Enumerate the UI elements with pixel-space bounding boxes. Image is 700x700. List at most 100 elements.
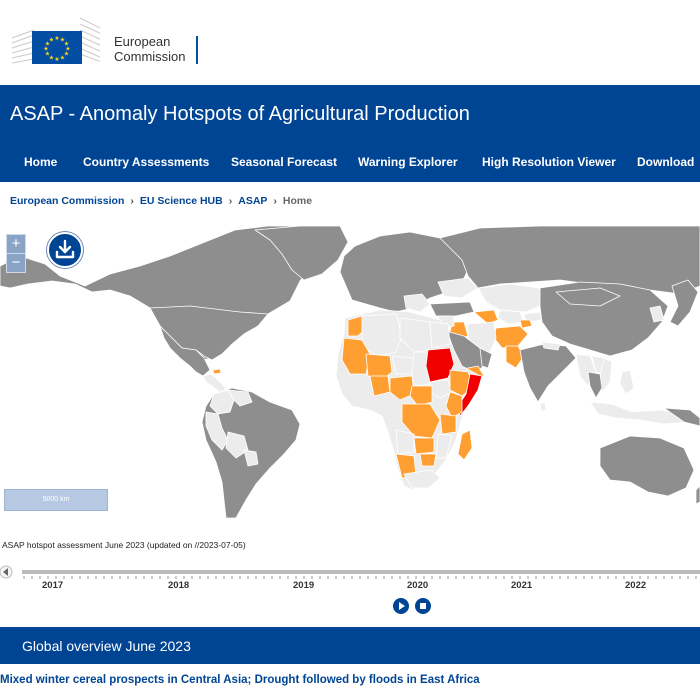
stop-button[interactable] <box>415 598 431 614</box>
play-button[interactable] <box>393 598 409 614</box>
map-thailand <box>587 371 603 399</box>
year-2020[interactable]: 2020 <box>407 580 429 591</box>
hotspot-world-map[interactable]: + − <box>0 226 700 518</box>
svg-text:★: ★ <box>64 51 69 58</box>
svg-text:★: ★ <box>54 35 59 42</box>
assessment-label: ASAP hotspot assessment June 2023 (updat… <box>2 540 246 550</box>
breadcrumb-asap[interactable]: ASAP <box>238 195 268 207</box>
map-mozambique <box>435 433 453 459</box>
map-uzbekistan <box>497 309 525 325</box>
map-japan <box>669 279 699 327</box>
map-kazakhstan <box>477 283 545 313</box>
svg-text:★: ★ <box>65 46 70 53</box>
map-oman <box>479 347 493 369</box>
scale-label: 5000 km <box>42 496 70 503</box>
overview-title: Global overview June 2023 <box>22 638 191 654</box>
breadcrumb-chevron-icon: › <box>273 195 277 207</box>
play-icon <box>399 602 405 610</box>
map-philippines <box>619 369 635 395</box>
map-peru <box>205 411 229 451</box>
map-western-sahara-mauritania <box>341 337 371 375</box>
svg-text:★: ★ <box>60 55 65 62</box>
timeline-slider[interactable]: 2017 2018 2019 2020 2021 2022 <box>0 563 700 593</box>
download-map-button[interactable] <box>47 232 83 268</box>
map-chad <box>411 351 431 387</box>
map-ukraine <box>437 277 479 299</box>
map-iran-north <box>473 309 499 325</box>
svg-text:★: ★ <box>49 55 54 62</box>
map-afghanistan <box>493 325 529 349</box>
map-mongolia <box>555 287 621 307</box>
year-2017[interactable]: 2017 <box>42 580 64 591</box>
year-2019[interactable]: 2019 <box>293 580 315 591</box>
map-usa <box>149 305 269 361</box>
nav-warning-explorer[interactable]: Warning Explorer <box>358 155 458 169</box>
breadcrumb-european-commission[interactable]: European Commission <box>10 195 125 207</box>
minus-icon: − <box>11 254 21 271</box>
site-title[interactable]: ASAP - Anomaly Hotspots of Agricultural … <box>10 103 470 125</box>
breadcrumb-chevron-icon: › <box>130 195 134 207</box>
map-south-africa <box>403 469 441 489</box>
breadcrumb-eu-science-hub[interactable]: EU Science HUB <box>139 195 223 207</box>
map-central-america <box>202 373 227 393</box>
map-tanzania <box>439 413 457 435</box>
timeline-svg <box>0 565 700 579</box>
eu-flag-icon: ★ ★ ★ ★ ★ ★ ★ ★ ★ ★ ★ ★ <box>32 31 82 64</box>
download-icon <box>55 239 75 259</box>
map-venezuela <box>227 389 253 407</box>
year-2021[interactable]: 2021 <box>511 580 533 591</box>
map-haiti <box>212 368 222 375</box>
map-australia <box>599 435 695 497</box>
map-kenya <box>445 391 463 419</box>
logo-line2: Commission <box>114 49 186 64</box>
stop-icon <box>420 603 426 609</box>
map-korea <box>649 305 665 323</box>
world-map-svg <box>0 226 700 518</box>
zoom-out-button[interactable]: − <box>6 253 26 273</box>
map-paraguay <box>243 449 259 467</box>
year-2022[interactable]: 2022 <box>625 580 647 591</box>
nav-seasonal-forecast[interactable]: Seasonal Forecast <box>231 155 338 169</box>
back-arrow-icon <box>3 568 8 576</box>
map-nepal <box>541 341 561 351</box>
map-greenland <box>254 226 349 281</box>
zoom-in-button[interactable]: + <box>6 234 26 254</box>
svg-text:★: ★ <box>60 37 65 44</box>
map-zimbabwe <box>419 453 437 467</box>
breadcrumb: European Commission › EU Science HUB › ASAP ›… <box>10 195 312 207</box>
nav-download[interactable]: Download <box>637 155 695 169</box>
map-egypt <box>429 321 451 349</box>
svg-text:★: ★ <box>49 37 54 44</box>
map-sri-lanka <box>539 401 547 412</box>
map-burkina-ghana <box>369 375 391 397</box>
map-madagascar <box>457 429 473 461</box>
svg-text:★: ★ <box>43 46 48 53</box>
plus-icon: + <box>11 235 21 252</box>
map-tajikistan <box>519 319 533 329</box>
map-balkans <box>403 293 431 313</box>
year-2018[interactable]: 2018 <box>168 580 190 591</box>
nav-high-resolution-viewer[interactable]: High Resolution Viewer <box>482 155 616 169</box>
map-india <box>519 343 577 403</box>
map-scale-bar: 5000 km <box>4 489 108 511</box>
map-angola <box>395 429 415 455</box>
site-header: ASAP - Anomaly Hotspots of Agricultural … <box>0 85 700 182</box>
map-sudan <box>425 347 455 383</box>
commission-building-icon <box>11 17 100 64</box>
nav-home[interactable]: Home <box>24 155 58 169</box>
european-commission-logo[interactable]: ★ ★ ★ ★ ★ ★ ★ ★ ★ ★ ★ ★ European Commission <box>10 16 200 68</box>
overview-headline[interactable]: Mixed winter cereal prospects in Central… <box>0 674 480 686</box>
breadcrumb-chevron-icon: › <box>228 195 233 207</box>
map-pakistan <box>505 345 525 369</box>
logo-line1: European <box>114 34 171 49</box>
map-libya <box>399 317 433 353</box>
map-vietnam <box>599 357 613 393</box>
map-new-zealand <box>695 485 700 505</box>
map-somalia <box>457 373 483 417</box>
svg-text:★: ★ <box>45 51 50 58</box>
map-papua <box>663 407 700 427</box>
nav-country-assessments[interactable]: Country Assessments <box>83 155 210 169</box>
main-nav: Home Country Assessments Seasonal Foreca… <box>0 155 700 175</box>
map-bolivia <box>225 431 249 459</box>
svg-text:★: ★ <box>64 41 69 48</box>
